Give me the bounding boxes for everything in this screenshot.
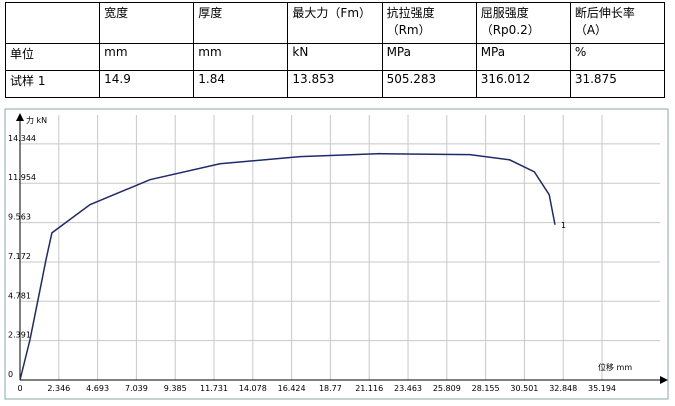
x-tick-label: 25.809 xyxy=(433,384,461,393)
x-tick-label: 32.848 xyxy=(549,384,577,393)
y-tick-label: 7.172 xyxy=(8,252,31,261)
x-tick-label: 2.346 xyxy=(47,384,70,393)
y-tick-label: 4.781 xyxy=(8,291,31,300)
chart-frame xyxy=(4,108,669,400)
y-axis-label: 力 kN xyxy=(26,115,47,125)
table-cell: mm xyxy=(99,43,195,71)
table-cell: 1.84 xyxy=(193,70,289,98)
chart: 0 2.391 4.781 7.172 9.563 11.954 14.344 0 2.346 4… xyxy=(4,108,669,400)
table-cell: 抗拉强度（Rm） xyxy=(381,2,477,44)
table-cell: 试样 1 xyxy=(4,70,101,98)
table-cell: 31.875 xyxy=(569,70,666,98)
table-cell: 宽度 xyxy=(99,2,195,44)
curve xyxy=(19,152,556,381)
axis-arrow xyxy=(660,376,668,384)
x-tick-label: 7.039 xyxy=(125,384,148,393)
table-row: 单位 mm mm kN MPa MPa% xyxy=(4,43,666,71)
table-cell: MPa xyxy=(381,43,477,71)
table-cell: mm xyxy=(193,43,289,71)
x-axis-label: 位移 mm xyxy=(598,362,632,372)
result-table: 宽度 厚度 最大力（Fm） 抗拉强度（Rm） 屈服强度（Rp0.2） 断后伸长率（A） 单位… xyxy=(4,2,666,98)
table-cell: 最大力（Fm） xyxy=(287,2,383,44)
x-tick-label: 16.424 xyxy=(278,384,306,393)
x-tick-label: 11.731 xyxy=(200,384,228,393)
x-tick-label: 30.501 xyxy=(510,384,538,393)
x-tick-label: 14.078 xyxy=(239,384,267,393)
table-row: 宽度 厚度 最大力（Fm） 抗拉强度（Rm） 屈服强度（Rp0.2） 断后伸长率（A） xyxy=(4,2,666,44)
x-tick-label: 18.77 xyxy=(319,384,342,393)
y-tick-label: 0 xyxy=(8,370,13,379)
axis-arrow xyxy=(16,113,24,121)
table-cell xyxy=(4,2,101,44)
table-cell: kN xyxy=(287,43,383,71)
table-cell: 厚度 xyxy=(193,2,289,44)
table-cell: 屈服强度（Rp0.2） xyxy=(475,2,571,44)
x-tick-label: 23.463 xyxy=(394,384,422,393)
x-tick-label: 0 xyxy=(17,384,22,393)
x-tick-label: 35.194 xyxy=(588,384,616,393)
table-cell: 单位 xyxy=(4,43,101,71)
curve-label: 1 xyxy=(561,221,566,230)
table-row: 试样 1 14.9 1.84 13.853 505.283 316.012 31.875 xyxy=(4,70,666,98)
table-cell: 13.853 xyxy=(287,70,383,98)
table-cell: MPa xyxy=(475,43,571,71)
y-tick-label: 9.563 xyxy=(8,213,31,222)
y-tick-label: 2.391 xyxy=(8,331,31,340)
table-cell: 断后伸长率（A） xyxy=(569,2,666,44)
table-cell: % xyxy=(569,43,666,71)
table-cell: 14.9 xyxy=(99,70,195,98)
x-tick-label: 28.155 xyxy=(472,384,500,393)
y-tick-label: 11.954 xyxy=(8,173,36,182)
x-tick-label: 9.385 xyxy=(164,384,187,393)
table-cell: 316.012 xyxy=(475,70,571,98)
x-tick-label: 4.693 xyxy=(86,384,109,393)
x-tick-label: 21.116 xyxy=(355,384,383,393)
table-cell: 505.283 xyxy=(381,70,477,98)
y-tick-label: 14.344 xyxy=(8,134,36,143)
